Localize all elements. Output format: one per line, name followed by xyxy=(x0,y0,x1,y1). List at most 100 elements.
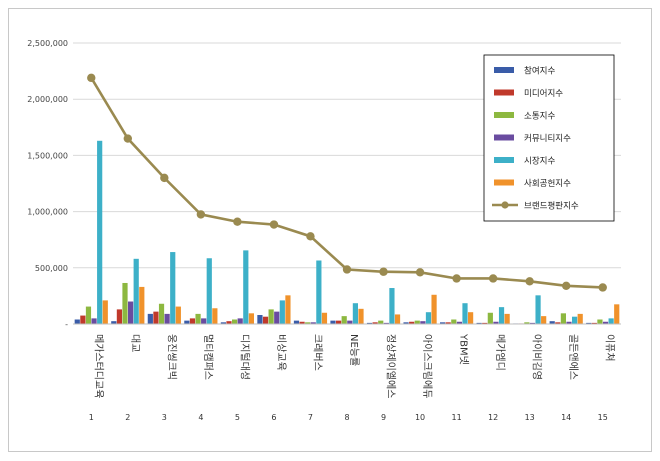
bar xyxy=(102,300,108,324)
rank-label: 5 xyxy=(235,413,240,422)
bar xyxy=(74,319,80,324)
line-point xyxy=(598,283,607,292)
bar xyxy=(602,321,609,324)
x-tick-label: 골든앤에스 xyxy=(567,334,579,380)
bar xyxy=(243,250,249,324)
bar xyxy=(425,312,432,324)
bar xyxy=(414,320,420,324)
bar xyxy=(383,322,389,324)
x-axis: 메가스터디교육 1 대교 2 웅진씽크빅 3 멀티캠퍼스 4 디지털대성 5 비상교육 6 크레버스 7 N… xyxy=(73,323,621,422)
line-point xyxy=(306,232,315,241)
bar xyxy=(597,319,603,324)
line-point xyxy=(196,210,206,219)
rank-label: 8 xyxy=(344,413,349,422)
bar xyxy=(164,313,170,324)
y-tick-label: 2,500,000 xyxy=(27,39,68,48)
bar xyxy=(358,308,364,324)
bar xyxy=(577,313,583,324)
x-tick-label: 웅진씽크빅 xyxy=(165,334,177,380)
bar xyxy=(524,322,530,324)
bar xyxy=(555,322,561,324)
rank-label: 7 xyxy=(308,413,313,422)
bar xyxy=(274,311,280,324)
bar xyxy=(409,321,415,324)
line-point xyxy=(160,173,169,183)
y-tick-label: 500,000 xyxy=(35,264,68,273)
bar xyxy=(498,307,505,324)
line-point xyxy=(379,267,388,276)
bar xyxy=(493,321,499,324)
x-tick-label: 이퓨쳐 xyxy=(604,334,616,362)
line-point xyxy=(342,265,352,274)
rank-label: 13 xyxy=(525,413,535,422)
bar xyxy=(232,319,238,324)
bar xyxy=(139,286,145,324)
rank-label: 3 xyxy=(162,413,167,422)
rank-label: 6 xyxy=(271,413,276,422)
line-point xyxy=(488,274,498,283)
bar xyxy=(299,321,305,324)
bar xyxy=(586,322,592,324)
y-axis: - 500,000 1,000,000 1,500,000 2,000,000 2,500… xyxy=(27,39,68,329)
x-tick-label: 정상제이엘에스 xyxy=(385,334,398,398)
bar xyxy=(268,309,274,324)
bar xyxy=(482,322,488,324)
legend-swatch xyxy=(494,134,514,141)
bar xyxy=(133,258,139,324)
bar xyxy=(440,322,446,324)
y-tick-label: 1,500,000 xyxy=(27,151,68,160)
bar xyxy=(279,300,285,324)
bar xyxy=(420,321,426,324)
bar xyxy=(147,313,153,324)
bar xyxy=(608,318,614,324)
bar xyxy=(310,322,316,324)
line-point xyxy=(562,281,571,290)
x-tick-label: NE능률 xyxy=(348,334,360,366)
bar xyxy=(445,322,451,324)
bar xyxy=(189,318,196,324)
bar xyxy=(366,322,373,324)
bar xyxy=(566,321,572,324)
bar xyxy=(321,312,328,324)
legend-label: 시장지수 xyxy=(524,156,555,167)
line-layer xyxy=(87,73,607,292)
bar xyxy=(293,320,300,324)
x-tick-label: 아이비김영 xyxy=(531,334,543,380)
bar xyxy=(170,252,176,324)
bar xyxy=(372,322,378,324)
legend-label: 사회공헌지수 xyxy=(524,179,571,189)
x-tick-label: 멀티캠퍼스 xyxy=(202,334,215,380)
chart-frame: - 500,000 1,000,000 1,500,000 2,000,000 2,500… xyxy=(8,8,652,452)
bars-layer xyxy=(74,140,620,324)
bar xyxy=(195,313,201,324)
line-point xyxy=(233,217,242,226)
bar xyxy=(341,316,347,324)
bar xyxy=(175,306,181,324)
bar xyxy=(352,303,358,324)
bar xyxy=(456,321,462,324)
bar xyxy=(206,258,212,324)
line-point xyxy=(525,277,534,286)
bar xyxy=(248,313,254,324)
y-tick-label: - xyxy=(65,320,68,329)
bar xyxy=(549,321,555,324)
bar xyxy=(451,319,457,324)
bar xyxy=(226,321,232,324)
y-tick-label: 1,000,000 xyxy=(27,208,68,217)
legend-label: 미디어지수 xyxy=(524,88,563,99)
bar xyxy=(122,282,128,324)
bar xyxy=(572,316,578,324)
bar xyxy=(128,301,134,324)
bar xyxy=(305,322,311,324)
bar xyxy=(476,322,482,324)
bar xyxy=(431,294,437,324)
bar xyxy=(212,308,218,324)
bar xyxy=(116,309,122,324)
legend-swatch xyxy=(494,89,514,96)
bar xyxy=(330,320,336,324)
bar xyxy=(85,306,92,324)
bar xyxy=(529,322,536,324)
rank-label: 1 xyxy=(89,413,94,422)
x-tick-label: 아이스크림에듀 xyxy=(421,334,433,398)
